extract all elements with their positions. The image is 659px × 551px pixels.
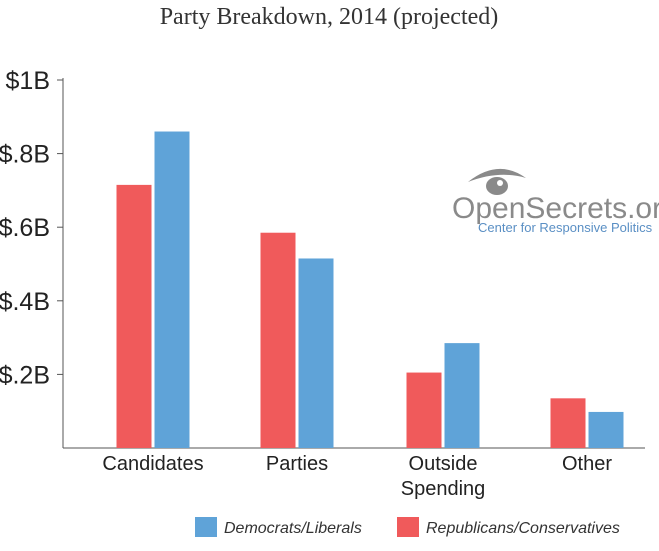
x-tick-label-outside-spending: Outside Spending: [401, 453, 486, 500]
y-tick-label: $.6B: [0, 214, 50, 242]
bar-candidates-democrats: [154, 131, 190, 448]
y-tick-label: $1B: [6, 67, 50, 95]
y-tick-label: $.4B: [0, 288, 50, 316]
bar-outside-spending-republicans: [406, 372, 442, 448]
logo-text: OpenSecrets.org: [452, 192, 659, 225]
chart-title: Party Breakdown, 2014 (projected): [160, 4, 499, 30]
y-tick-label: $.2B: [0, 361, 50, 389]
y-axis-ticks: $1B $.8B $.6B $.4B $.2B: [0, 67, 63, 389]
bar-parties-republicans: [260, 232, 296, 448]
legend-swatch-democrats: [195, 517, 217, 537]
y-tick-label: $.8B: [0, 141, 50, 169]
bar-outside-spending-democrats: [444, 343, 480, 448]
logo-tagline: Center for Responsive Politics: [478, 220, 653, 235]
x-tick-label-parties: Parties: [266, 453, 328, 475]
bar-candidates-republicans: [116, 184, 152, 448]
bar-parties-democrats: [298, 258, 334, 448]
x-axis-labels: Candidates Parties Outside Spending Other: [102, 453, 612, 500]
bar-other-democrats: [588, 411, 624, 448]
x-tick-label-other: Other: [562, 453, 612, 475]
legend-label-republicans: Republicans/Conservatives: [426, 520, 620, 537]
eye-icon: [468, 168, 526, 195]
legend-label-democrats: Democrats/Liberals: [224, 520, 362, 537]
legend: Democrats/Liberals Republicans/Conservati…: [195, 517, 620, 537]
bar-other-republicans: [550, 398, 586, 448]
legend-swatch-republicans: [397, 517, 419, 537]
bars: [116, 131, 624, 448]
opensecrets-logo: OpenSecrets.org Center for Responsive Po…: [452, 168, 659, 235]
x-tick-label-candidates: Candidates: [102, 453, 203, 475]
